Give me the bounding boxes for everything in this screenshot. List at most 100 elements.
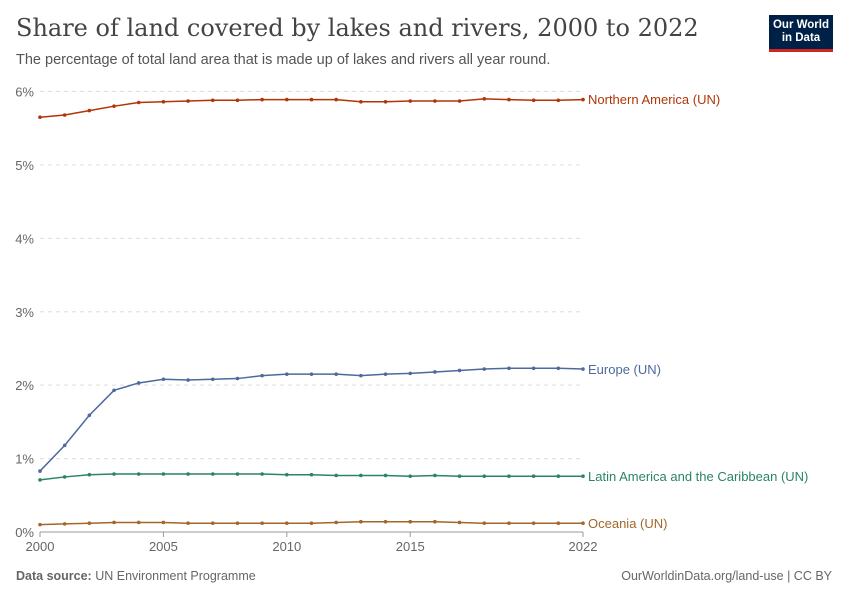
credit-link[interactable]: OurWorldinData.org/land-use | CC BY: [621, 569, 832, 583]
y-tick-label: 6%: [15, 85, 34, 100]
data-point: [210, 98, 215, 103]
x-tick-label: 2000: [26, 539, 55, 554]
y-tick-label: 5%: [15, 158, 34, 173]
data-point: [334, 97, 338, 102]
data-point: [112, 472, 116, 476]
data-point: [457, 520, 462, 525]
line-chart: 0% 1% 2% 3% 4% 5% 6% 2000 2005 2010 2015 2022 Northe…: [15, 85, 808, 555]
data-point: [285, 372, 289, 376]
y-tick-label: 1%: [15, 452, 34, 467]
data-point: [408, 99, 413, 103]
data-point: [309, 372, 314, 376]
data-point: [383, 99, 388, 104]
data-point: [556, 366, 561, 371]
y-tick-label: 2%: [15, 378, 34, 393]
data-point: [62, 443, 67, 448]
series-label: Europe (UN): [588, 362, 661, 377]
y-tick-label: 4%: [15, 231, 34, 246]
data-point: [235, 521, 240, 525]
y-tick-label: 3%: [15, 305, 34, 320]
data-point: [433, 370, 437, 374]
data-point: [309, 97, 314, 102]
data-point: [531, 98, 536, 103]
data-point: [136, 520, 141, 525]
data-point: [433, 99, 437, 103]
data-point: [457, 474, 462, 479]
data-point: [87, 521, 92, 525]
data-point: [62, 522, 67, 526]
data-point: [433, 519, 437, 524]
series-label: Latin America and the Caribbean (UN): [588, 469, 808, 484]
data-point: [457, 368, 462, 373]
data-point: [408, 371, 413, 376]
data-point: [38, 115, 42, 119]
data-point: [359, 99, 363, 104]
data-point: [457, 99, 462, 103]
data-point: [531, 521, 536, 525]
data-point: [112, 520, 116, 525]
data-point: [433, 473, 437, 478]
data-point: [581, 474, 585, 479]
data-point: [531, 474, 536, 479]
source-name: UN Environment Programme: [95, 569, 256, 583]
data-point: [87, 472, 92, 477]
data-point: [556, 98, 561, 103]
data-point: [383, 519, 388, 524]
data-point: [581, 97, 585, 102]
chart-title: Share of land covered by lakes and river…: [16, 14, 699, 42]
data-point: [581, 367, 585, 371]
data-point: [186, 472, 190, 476]
x-tick-label: 2022: [569, 539, 598, 554]
data-point: [136, 381, 141, 385]
data-point: [87, 413, 92, 418]
data-point: [507, 521, 511, 525]
data-point: [112, 388, 116, 393]
data-point: [507, 97, 511, 102]
data-point: [38, 522, 42, 527]
data-point: [210, 472, 215, 476]
data-point: [408, 519, 413, 524]
data-point: [260, 373, 264, 378]
data-point: [235, 376, 240, 381]
data-point: [62, 113, 67, 117]
data-point: [260, 521, 264, 525]
data-point: [62, 475, 67, 479]
series-line: [39, 98, 584, 118]
data-point: [161, 472, 166, 476]
data-point: [285, 97, 289, 102]
data-point: [482, 97, 487, 101]
data-point: [285, 472, 289, 477]
data-point: [235, 472, 240, 476]
owid-logo[interactable]: Our World in Data: [769, 15, 833, 52]
data-point: [186, 99, 190, 103]
data-point: [285, 521, 289, 525]
data-point: [161, 377, 166, 382]
data-point: [581, 521, 585, 525]
data-point: [186, 378, 190, 382]
data-point: [531, 366, 536, 371]
data-point: [161, 520, 166, 525]
data-point: [383, 473, 388, 478]
data-point: [359, 373, 363, 378]
data-point: [210, 377, 215, 382]
data-point: [507, 474, 511, 479]
data-point: [260, 472, 264, 476]
data-point: [260, 97, 264, 102]
series-line: [39, 367, 584, 472]
x-tick-label: 2010: [272, 539, 301, 554]
source-label: Data source:: [16, 569, 92, 583]
data-point: [482, 367, 487, 371]
x-tick-label: 2015: [396, 539, 425, 554]
series-label: Oceania (UN): [588, 516, 667, 531]
data-point: [87, 108, 92, 113]
data-point: [112, 104, 116, 108]
data-point: [334, 372, 338, 376]
data-point: [136, 100, 141, 105]
data-point: [383, 372, 388, 376]
data-point: [136, 472, 141, 476]
data-point: [186, 521, 190, 525]
data-point: [38, 469, 42, 473]
data-point: [359, 519, 363, 524]
data-point: [334, 520, 338, 525]
x-tick-label: 2005: [149, 539, 178, 554]
